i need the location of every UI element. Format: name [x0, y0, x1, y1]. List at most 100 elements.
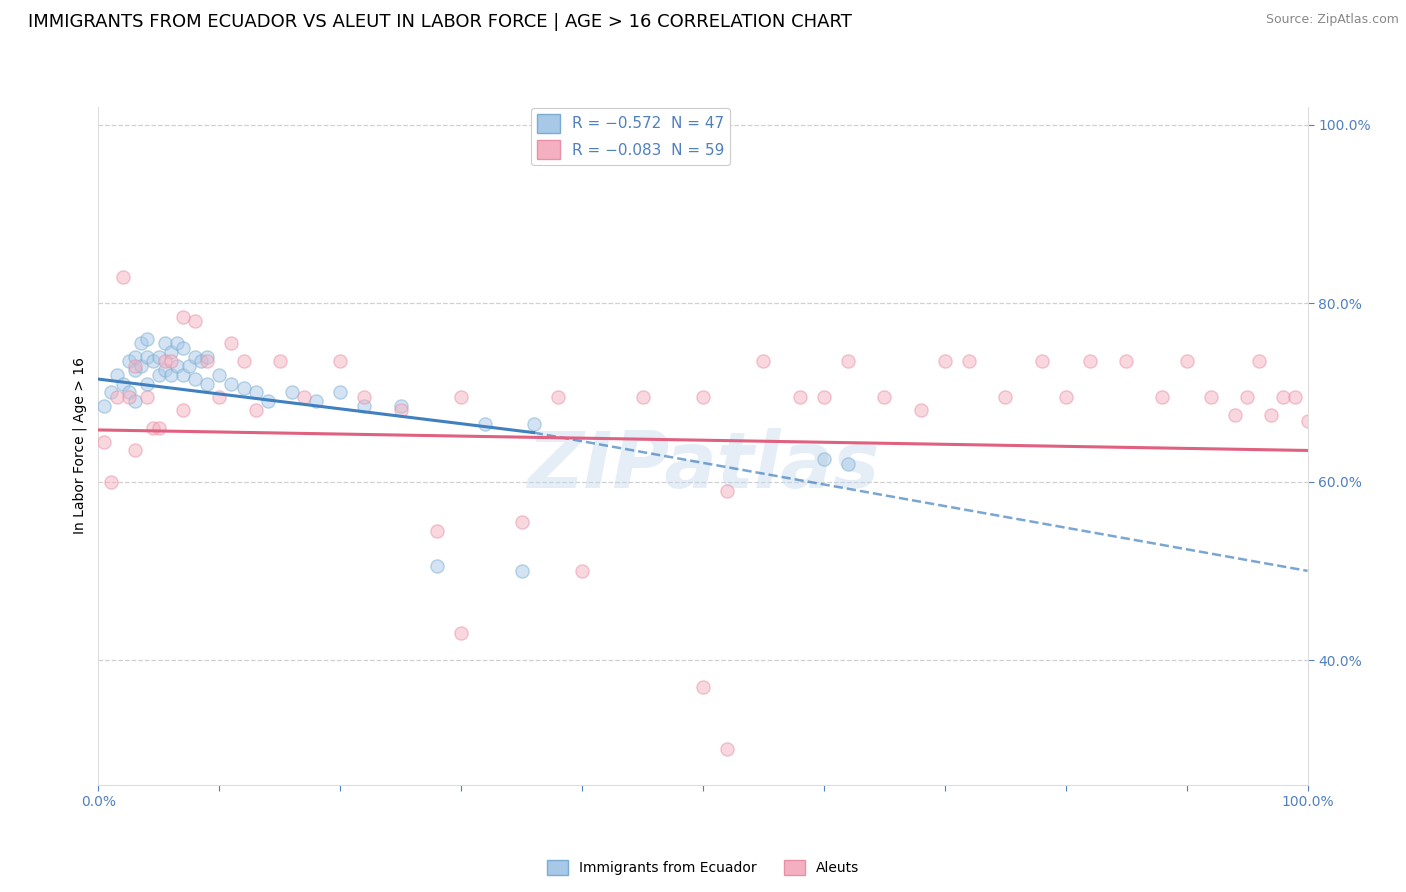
Point — [281, 385, 304, 400]
Point — [329, 385, 352, 400]
Point — [1272, 390, 1295, 404]
Point — [111, 269, 134, 284]
Point — [153, 336, 176, 351]
Point — [148, 368, 170, 382]
Point — [813, 390, 835, 404]
Point — [329, 354, 352, 368]
Point — [153, 354, 176, 368]
Point — [118, 354, 141, 368]
Point — [172, 341, 194, 355]
Point — [752, 354, 775, 368]
Point — [1236, 390, 1258, 404]
Point — [232, 381, 254, 395]
Point — [716, 742, 738, 756]
Point — [547, 390, 569, 404]
Point — [450, 390, 472, 404]
Point — [813, 452, 835, 467]
Legend: R = −0.572  N = 47, R = −0.083  N = 59: R = −0.572 N = 47, R = −0.083 N = 59 — [530, 108, 730, 165]
Point — [631, 390, 654, 404]
Point — [1260, 408, 1282, 422]
Point — [153, 363, 176, 377]
Point — [873, 390, 896, 404]
Point — [389, 399, 412, 413]
Point — [208, 368, 231, 382]
Point — [305, 394, 328, 409]
Point — [221, 336, 243, 351]
Point — [692, 680, 714, 694]
Point — [166, 336, 188, 351]
Point — [245, 385, 267, 400]
Point — [994, 390, 1017, 404]
Point — [692, 390, 714, 404]
Point — [129, 336, 152, 351]
Point — [118, 385, 141, 400]
Point — [111, 376, 134, 391]
Point — [934, 354, 956, 368]
Point — [1223, 408, 1246, 422]
Point — [256, 394, 278, 409]
Point — [142, 421, 165, 435]
Point — [1115, 354, 1137, 368]
Point — [105, 368, 128, 382]
Point — [172, 403, 194, 417]
Point — [716, 483, 738, 498]
Point — [160, 368, 183, 382]
Point — [245, 403, 267, 417]
Text: ZIPatlas: ZIPatlas — [527, 428, 879, 504]
Point — [160, 354, 183, 368]
Point — [426, 524, 449, 538]
Point — [957, 354, 980, 368]
Point — [93, 434, 115, 449]
Point — [166, 359, 188, 373]
Point — [135, 376, 157, 391]
Point — [124, 394, 146, 409]
Point — [837, 457, 859, 471]
Point — [389, 403, 412, 417]
Point — [148, 421, 170, 435]
Point — [450, 626, 472, 640]
Point — [510, 515, 533, 529]
Point — [426, 559, 449, 574]
Point — [353, 390, 375, 404]
Y-axis label: In Labor Force | Age > 16: In Labor Force | Age > 16 — [73, 358, 87, 534]
Point — [1031, 354, 1053, 368]
Point — [184, 314, 207, 328]
Point — [208, 390, 231, 404]
Point — [184, 350, 207, 364]
Point — [135, 332, 157, 346]
Legend: Immigrants from Ecuador, Aleuts: Immigrants from Ecuador, Aleuts — [541, 855, 865, 880]
Point — [837, 354, 859, 368]
Point — [124, 363, 146, 377]
Point — [148, 350, 170, 364]
Point — [1175, 354, 1198, 368]
Text: IMMIGRANTS FROM ECUADOR VS ALEUT IN LABOR FORCE | AGE > 16 CORRELATION CHART: IMMIGRANTS FROM ECUADOR VS ALEUT IN LABO… — [28, 13, 852, 31]
Point — [124, 443, 146, 458]
Point — [510, 564, 533, 578]
Point — [93, 399, 115, 413]
Point — [184, 372, 207, 386]
Point — [142, 354, 165, 368]
Point — [221, 376, 243, 391]
Point — [135, 390, 157, 404]
Point — [353, 399, 375, 413]
Point — [232, 354, 254, 368]
Point — [172, 368, 194, 382]
Point — [269, 354, 291, 368]
Point — [474, 417, 496, 431]
Point — [124, 350, 146, 364]
Point — [1199, 390, 1222, 404]
Point — [1152, 390, 1174, 404]
Point — [160, 345, 183, 359]
Point — [195, 376, 218, 391]
Point — [190, 354, 212, 368]
Point — [571, 564, 593, 578]
Point — [195, 354, 218, 368]
Point — [105, 390, 128, 404]
Point — [292, 390, 315, 404]
Point — [118, 390, 141, 404]
Point — [124, 359, 146, 373]
Text: Source: ZipAtlas.com: Source: ZipAtlas.com — [1265, 13, 1399, 27]
Point — [523, 417, 546, 431]
Point — [1284, 390, 1306, 404]
Point — [129, 359, 152, 373]
